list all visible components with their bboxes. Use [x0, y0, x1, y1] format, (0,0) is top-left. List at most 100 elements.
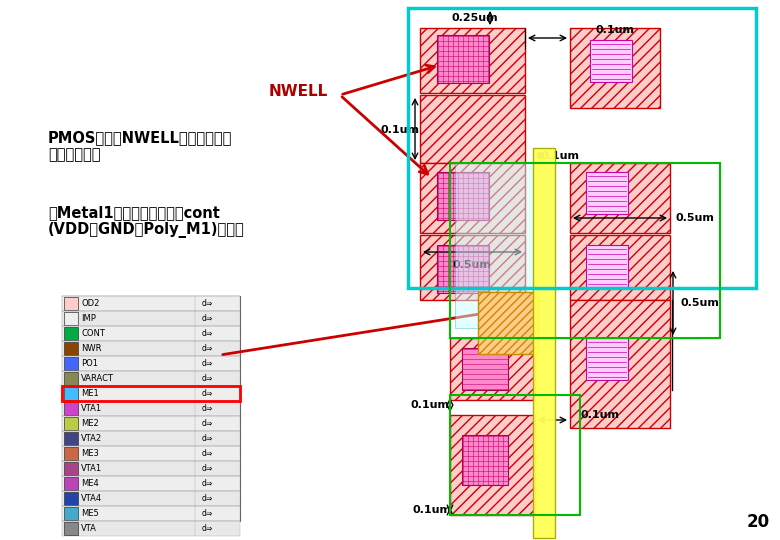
Bar: [62, 431, 240, 446]
Bar: [64, 372, 78, 385]
Bar: [586, 172, 628, 214]
Bar: [462, 348, 508, 390]
Text: d⇒: d⇒: [202, 524, 213, 533]
Bar: [64, 462, 78, 475]
Text: ME3: ME3: [81, 449, 99, 458]
Bar: [478, 292, 538, 354]
Text: d⇒: d⇒: [202, 374, 213, 383]
Text: 0.1um: 0.1um: [413, 505, 452, 515]
Bar: [450, 415, 535, 515]
Bar: [62, 416, 240, 431]
Text: ME1: ME1: [81, 389, 99, 398]
Text: d⇒: d⇒: [202, 479, 213, 488]
Text: d⇒: d⇒: [202, 404, 213, 413]
Bar: [533, 148, 555, 538]
Text: 20: 20: [746, 513, 770, 531]
Bar: [64, 417, 78, 430]
Bar: [462, 435, 508, 485]
Bar: [420, 163, 525, 233]
Text: d⇒: d⇒: [202, 389, 213, 398]
Bar: [62, 401, 240, 416]
Text: CONT: CONT: [81, 329, 105, 338]
Text: VTA: VTA: [81, 524, 97, 533]
Text: 0.1um: 0.1um: [541, 151, 580, 161]
Text: 0.25um: 0.25um: [452, 13, 498, 23]
Bar: [62, 371, 240, 386]
Bar: [62, 296, 240, 311]
Bar: [62, 311, 240, 326]
Bar: [62, 386, 240, 401]
Bar: [64, 477, 78, 490]
Bar: [420, 235, 525, 300]
Text: OD2: OD2: [81, 299, 99, 308]
Bar: [586, 245, 628, 287]
Bar: [64, 312, 78, 325]
Text: VTA1: VTA1: [81, 464, 102, 473]
Bar: [590, 40, 632, 82]
Bar: [64, 507, 78, 520]
Text: NWR: NWR: [81, 344, 101, 353]
Text: 0.5um: 0.5um: [681, 298, 719, 308]
Text: 用Metal1佈線與加入適當的cont
(VDD、GND、Poly_M1)連接。: 用Metal1佈線與加入適當的cont (VDD、GND、Poly_M1)連接。: [48, 205, 245, 238]
Bar: [62, 341, 240, 356]
Bar: [62, 446, 240, 461]
Bar: [62, 506, 240, 521]
Text: d⇒: d⇒: [202, 509, 213, 518]
Bar: [570, 163, 670, 233]
Text: d⇒: d⇒: [202, 314, 213, 323]
Bar: [420, 95, 525, 163]
Bar: [64, 402, 78, 415]
Text: VTA4: VTA4: [81, 494, 102, 503]
Text: d⇒: d⇒: [202, 419, 213, 428]
Text: VTA2: VTA2: [81, 434, 102, 443]
Text: d⇒: d⇒: [202, 329, 213, 338]
Text: d⇒: d⇒: [202, 434, 213, 443]
Text: NWELL: NWELL: [269, 84, 328, 99]
Text: VARACT: VARACT: [81, 374, 114, 383]
Bar: [586, 338, 628, 380]
Bar: [450, 338, 535, 400]
Text: ME5: ME5: [81, 509, 99, 518]
Bar: [62, 476, 240, 491]
Bar: [455, 163, 555, 328]
Bar: [62, 461, 240, 476]
Text: d⇒: d⇒: [202, 449, 213, 458]
Text: 0.1um: 0.1um: [580, 410, 619, 420]
Bar: [64, 387, 78, 400]
Bar: [64, 327, 78, 340]
Bar: [570, 235, 670, 300]
Bar: [64, 522, 78, 535]
Bar: [64, 297, 78, 310]
Bar: [62, 386, 240, 401]
Bar: [64, 492, 78, 505]
Bar: [64, 357, 78, 370]
Text: PMOS要加入NWELL，在製作晶片
時利於辨認。: PMOS要加入NWELL，在製作晶片 時利於辨認。: [48, 130, 232, 163]
Text: d⇒: d⇒: [202, 464, 213, 473]
Bar: [570, 300, 670, 428]
Bar: [408, 8, 756, 288]
Text: VTA1: VTA1: [81, 404, 102, 413]
Bar: [62, 521, 240, 536]
Text: 0.5um: 0.5um: [675, 213, 714, 223]
Text: 0.1um: 0.1um: [381, 125, 420, 135]
Text: 0.1um: 0.1um: [595, 25, 634, 35]
Text: d⇒: d⇒: [202, 299, 213, 308]
Text: d⇒: d⇒: [202, 344, 213, 353]
Bar: [62, 296, 240, 521]
Bar: [62, 356, 240, 371]
Bar: [437, 35, 489, 83]
Text: ME2: ME2: [81, 419, 99, 428]
Bar: [62, 326, 240, 341]
Bar: [420, 28, 525, 93]
Text: ME4: ME4: [81, 479, 99, 488]
Text: IMP: IMP: [81, 314, 96, 323]
Text: d⇒: d⇒: [202, 359, 213, 368]
Bar: [437, 172, 489, 220]
Bar: [64, 432, 78, 445]
Text: d⇒: d⇒: [202, 494, 213, 503]
Bar: [450, 395, 580, 515]
Bar: [62, 491, 240, 506]
Bar: [64, 447, 78, 460]
Bar: [450, 163, 720, 338]
Text: PO1: PO1: [81, 359, 98, 368]
